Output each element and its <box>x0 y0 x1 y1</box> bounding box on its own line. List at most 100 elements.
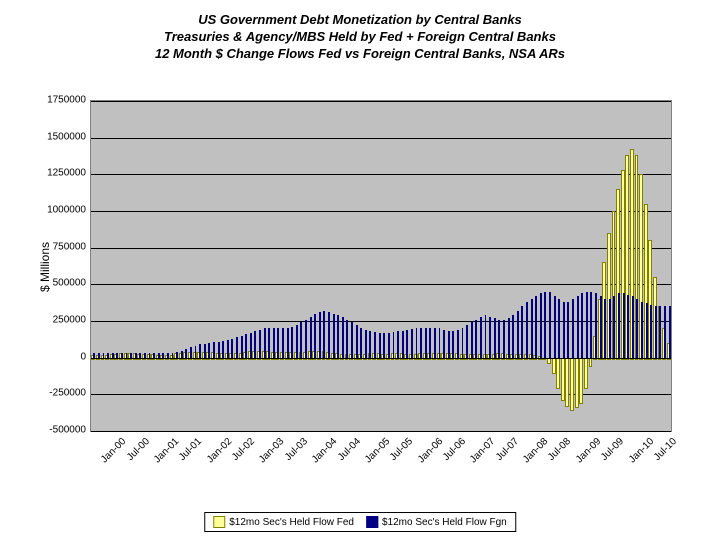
legend-label-fgn: $12mo Sec's Held Flow Fgn <box>382 517 507 528</box>
xtick-label: Jan-04 <box>310 436 339 465</box>
ytick-label: 750000 <box>53 241 86 252</box>
xtick-label: Jul-04 <box>336 436 363 463</box>
bar-fgn <box>498 320 500 358</box>
bar-fed <box>552 358 556 375</box>
bar-fgn <box>577 296 579 358</box>
bar-fgn <box>572 299 574 358</box>
xtick-label: Jul-01 <box>177 436 204 463</box>
bar-fgn <box>383 333 385 358</box>
bar-fgn <box>369 331 371 357</box>
bar-fgn <box>531 299 533 358</box>
bar-fgn <box>462 328 464 357</box>
bar-fgn <box>485 315 487 358</box>
bar-fgn <box>627 295 629 358</box>
bar-fgn <box>254 331 256 357</box>
bar-fgn <box>402 331 404 358</box>
bar-fgn <box>535 296 537 358</box>
bar-fgn <box>227 340 229 358</box>
xtick-label: Jan-06 <box>416 436 445 465</box>
bar-fed <box>556 358 560 389</box>
bar-fgn <box>434 328 436 357</box>
bar-fgn <box>296 325 298 357</box>
bar-fgn <box>429 328 431 357</box>
bar-fgn <box>489 317 491 358</box>
ytick-label: 1500000 <box>47 131 86 142</box>
bar-fgn <box>264 328 266 357</box>
bar-fed <box>565 358 569 407</box>
xtick-label: Jan-03 <box>257 436 286 465</box>
ytick-label: 0 <box>80 351 86 362</box>
bar-fgn <box>190 347 192 357</box>
bar-fgn <box>365 330 367 358</box>
xtick-label: Jul-09 <box>599 436 626 463</box>
xtick-label: Jul-05 <box>388 436 415 463</box>
bar-fgn <box>337 315 339 358</box>
xtick-label: Jul-03 <box>283 436 310 463</box>
bar-fgn <box>439 328 441 357</box>
bar-fgn <box>231 339 233 358</box>
bar-fgn <box>549 292 551 358</box>
bar-fgn <box>554 296 556 358</box>
bar-fgn <box>655 306 657 357</box>
bar-fgn <box>199 344 201 357</box>
ytick-label: -250000 <box>49 388 86 399</box>
bar-fgn <box>452 331 454 357</box>
legend: $12mo Sec's Held Flow Fed $12mo Sec's He… <box>204 512 516 532</box>
bar-fgn <box>664 306 666 357</box>
bar-fgn <box>586 292 588 358</box>
bar-fgn <box>406 330 408 358</box>
bar-fgn <box>356 325 358 357</box>
bar-fgn <box>636 299 638 358</box>
bar-fgn <box>613 296 615 358</box>
bar-fed <box>575 358 579 408</box>
title-line-2: Treasuries & Agency/MBS Held by Fed + Fo… <box>0 29 720 46</box>
bar-fgn <box>540 293 542 358</box>
bar-fgn <box>632 296 634 358</box>
bar-fgn <box>646 303 648 357</box>
ytick-label: -500000 <box>49 425 86 436</box>
bar-fgn <box>323 311 325 358</box>
xtick-label: Jan-01 <box>152 436 181 465</box>
bar-fgn <box>425 328 427 357</box>
bar-fgn <box>443 330 445 358</box>
xtick-label: Jul-00 <box>125 436 152 463</box>
bar-fgn <box>282 328 284 357</box>
xtick-label: Jan-09 <box>574 436 603 465</box>
bar-fgn <box>604 299 606 358</box>
bar-fgn <box>526 302 528 358</box>
bar-fgn <box>379 333 381 358</box>
bar-fgn <box>319 312 321 357</box>
chart-title: US Government Debt Monetization by Centr… <box>0 0 720 63</box>
bar-fgn <box>273 328 275 357</box>
bar-fgn <box>181 351 183 358</box>
bar-fgn <box>475 320 477 358</box>
bar-fgn <box>328 312 330 357</box>
bar-fgn <box>581 293 583 358</box>
xtick-label: Jan-05 <box>363 436 392 465</box>
bar-fgn <box>600 296 602 358</box>
bar-fed <box>584 358 588 389</box>
bar-fgn <box>351 322 353 357</box>
bar-fgn <box>342 317 344 358</box>
ytick-label: 1250000 <box>47 168 86 179</box>
bar-fgn <box>471 322 473 357</box>
bar-fgn <box>241 336 243 358</box>
bar-fgn <box>250 333 252 358</box>
plot-area <box>90 100 672 432</box>
bar-fgn <box>512 315 514 358</box>
bar-fgn <box>494 318 496 358</box>
bar-fgn <box>544 292 546 358</box>
bar-fgn <box>346 320 348 358</box>
bar-fgn <box>503 320 505 358</box>
bar-fgn <box>416 328 418 357</box>
bar-fgn <box>457 330 459 358</box>
xtick-label: Jan-02 <box>205 436 234 465</box>
bar-fgn <box>222 341 224 358</box>
bar-fgn <box>374 332 376 358</box>
bar-fgn <box>466 325 468 357</box>
bar-fgn <box>595 293 597 358</box>
bar-fgn <box>397 331 399 357</box>
legend-swatch-fed <box>213 516 225 528</box>
bar-fgn <box>236 337 238 358</box>
bar-fgn <box>333 314 335 358</box>
